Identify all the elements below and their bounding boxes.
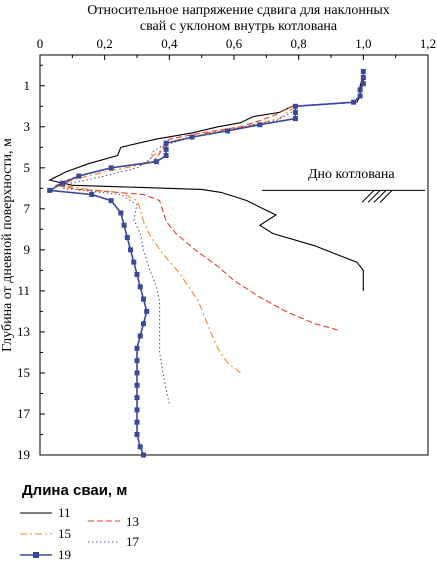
series-19-marker: [360, 75, 366, 81]
plot-frame: [39, 54, 429, 456]
series-19-marker: [140, 296, 146, 302]
series-line-15: [60, 105, 296, 374]
series-19-marker: [134, 271, 140, 277]
series-19-marker: [292, 116, 298, 122]
series-19-marker: [134, 407, 140, 413]
series-19-marker: [137, 444, 143, 450]
legend-label-19: 19: [58, 547, 71, 562]
series-19-marker: [140, 452, 146, 458]
series-19-marker: [360, 68, 366, 74]
x-tick-label: 1,2: [420, 36, 436, 51]
x-tick-label: 0: [37, 36, 44, 51]
chart-title-line-2: свай с уклоном внутрь котлована: [139, 19, 338, 34]
series-19-marker: [60, 180, 66, 186]
series-19-marker: [357, 93, 363, 99]
series-19-marker: [137, 333, 143, 339]
legend-label-17: 17: [126, 534, 139, 549]
series-19-marker: [108, 198, 114, 204]
x-tick-label: 1,0: [355, 36, 371, 51]
series-19-marker: [360, 81, 366, 87]
series-19-marker: [134, 345, 140, 351]
series-19-marker: [134, 431, 140, 437]
series-19-marker: [76, 173, 82, 179]
series-19-marker: [153, 159, 159, 165]
series-19-marker: [128, 247, 134, 253]
series-19-marker: [121, 222, 127, 228]
x-tick-label: 0,2: [97, 36, 113, 51]
series-19-marker: [225, 128, 231, 134]
y-tick-label: 19: [17, 447, 30, 462]
legend-label-11: 11: [58, 505, 71, 520]
y-axis-label: Глубина от дневной поверхности, м: [0, 138, 15, 352]
series-19-marker: [163, 153, 169, 159]
x-tick-label: 0,8: [291, 36, 307, 51]
series-19-marker: [89, 191, 95, 197]
legend-label-15: 15: [58, 526, 71, 541]
chart-title-line-1: Относительное напряжение сдвига для накл…: [87, 3, 390, 18]
series-19-marker: [357, 87, 363, 93]
series-19-marker: [163, 146, 169, 152]
series-19-marker: [134, 419, 140, 425]
y-tick-label: 13: [17, 324, 30, 339]
legend-marker-19: [33, 552, 39, 558]
series-19-marker: [144, 308, 150, 314]
series-19-marker: [131, 259, 137, 265]
series-19-marker: [351, 99, 357, 105]
series-19-marker: [292, 109, 298, 115]
ground-hatch-icon: [361, 190, 393, 203]
y-tick-label: 1: [24, 78, 31, 93]
y-tick-label: 17: [17, 406, 31, 421]
series-19-marker: [124, 235, 130, 241]
y-tick-label: 5: [24, 160, 31, 175]
legend-title: Длина сваи, м: [22, 482, 128, 499]
excavation-bottom-label: Дно котлована: [308, 167, 395, 182]
y-tick-label: 9: [24, 242, 31, 257]
legend-label-13: 13: [126, 514, 139, 529]
series-line-11: [48, 75, 364, 291]
y-tick-label: 3: [24, 119, 31, 134]
series-19-marker: [108, 165, 114, 171]
series-line-17: [61, 109, 296, 404]
x-tick-label: 0,6: [226, 36, 243, 51]
series-19-marker: [47, 187, 53, 193]
series-19-marker: [292, 103, 298, 109]
series-line-13: [54, 101, 357, 331]
series-19-marker: [134, 382, 140, 388]
series-19-marker: [189, 134, 195, 140]
series-19-marker: [140, 321, 146, 327]
x-tick-label: 0,4: [161, 36, 178, 51]
y-tick-label: 7: [24, 201, 31, 216]
series-19-marker: [134, 358, 140, 364]
series-19-marker: [163, 140, 169, 146]
y-tick-label: 11: [17, 283, 30, 298]
series-19-marker: [118, 210, 124, 216]
series-19-marker: [134, 370, 140, 376]
y-tick-label: 15: [17, 365, 30, 380]
series-19-marker: [257, 122, 263, 128]
series-19-marker: [137, 284, 143, 290]
series-19-marker: [134, 395, 140, 401]
